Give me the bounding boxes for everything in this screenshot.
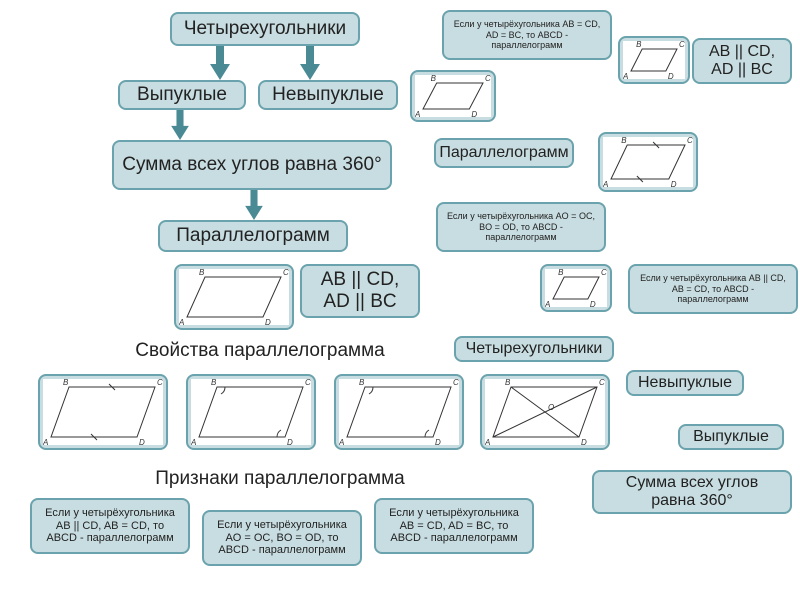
parallelogram-diagram: B C D A bbox=[38, 374, 168, 450]
concept-box: Если у четырёхугольника AO = OC, BO = OD… bbox=[436, 202, 606, 252]
parallelogram-diagram: B C D A bbox=[540, 264, 612, 312]
arrow-down-icon bbox=[300, 46, 320, 80]
svg-text:D: D bbox=[581, 438, 587, 445]
concept-box: Четырехугольники bbox=[170, 12, 360, 46]
parallelogram-diagram: B C D A O bbox=[480, 374, 610, 450]
svg-text:A: A bbox=[43, 438, 48, 445]
svg-text:D: D bbox=[671, 180, 677, 187]
section-heading: Признаки параллелограмма bbox=[150, 468, 410, 490]
arrow-down-icon bbox=[170, 110, 190, 140]
svg-text:B: B bbox=[359, 379, 365, 387]
parallelogram-diagram: B C D A bbox=[186, 374, 316, 450]
section-heading: Свойства параллелограмма bbox=[130, 340, 390, 362]
svg-text:C: C bbox=[599, 379, 605, 387]
concept-box: Если у четырёхугольника AB = CD, AD = BC… bbox=[374, 498, 534, 554]
concept-box: Если у четырёхугольника AB = CD, AD = BC… bbox=[442, 10, 612, 60]
svg-text:D: D bbox=[435, 438, 441, 445]
concept-box: Выпуклые bbox=[118, 80, 246, 110]
svg-text:A: A bbox=[191, 438, 196, 445]
svg-text:D: D bbox=[139, 438, 145, 445]
concept-box: AB || CD, AD || BC bbox=[300, 264, 420, 318]
concept-box: Если у четырёхугольника AB || CD, AB = C… bbox=[30, 498, 190, 554]
svg-text:B: B bbox=[558, 269, 564, 277]
svg-text:A: A bbox=[179, 318, 184, 325]
svg-text:C: C bbox=[687, 137, 693, 145]
concept-box: Невыпуклые bbox=[626, 370, 744, 396]
concept-box: Параллелограмм bbox=[158, 220, 348, 252]
svg-text:C: C bbox=[485, 75, 491, 83]
concept-box: Сумма всех углов равна 360° bbox=[112, 140, 392, 190]
arrow-down-icon bbox=[210, 46, 230, 80]
svg-text:A: A bbox=[623, 72, 628, 79]
svg-text:C: C bbox=[453, 379, 459, 387]
parallelogram-diagram: B C D A bbox=[410, 70, 496, 122]
svg-text:B: B bbox=[199, 269, 205, 277]
svg-text:A: A bbox=[603, 180, 608, 187]
svg-text:D: D bbox=[287, 438, 293, 445]
concept-box: Сумма всех углов равна 360° bbox=[592, 470, 792, 514]
concept-box: AB || CD, AD || BC bbox=[692, 38, 792, 84]
svg-text:B: B bbox=[505, 379, 511, 387]
svg-text:C: C bbox=[283, 269, 289, 277]
svg-text:C: C bbox=[601, 269, 607, 277]
arrow-down-icon bbox=[244, 190, 264, 220]
parallelogram-diagram: B C D A bbox=[618, 36, 690, 84]
concept-box: Четырехугольники bbox=[454, 336, 614, 362]
concept-box: Если у четырёхугольника AB || CD, AB = C… bbox=[628, 264, 798, 314]
concept-box: Параллелограмм bbox=[434, 138, 574, 168]
parallelogram-diagram: B C D A bbox=[174, 264, 294, 330]
parallelogram-diagram: B C D A bbox=[598, 132, 698, 192]
svg-text:C: C bbox=[679, 41, 685, 49]
svg-text:A: A bbox=[415, 110, 420, 117]
svg-text:B: B bbox=[211, 379, 217, 387]
svg-text:D: D bbox=[590, 300, 596, 307]
concept-box: Выпуклые bbox=[678, 424, 784, 450]
svg-text:A: A bbox=[339, 438, 344, 445]
svg-text:O: O bbox=[548, 403, 554, 412]
svg-text:B: B bbox=[63, 379, 69, 387]
svg-text:B: B bbox=[431, 75, 437, 83]
svg-text:A: A bbox=[545, 300, 550, 307]
svg-text:B: B bbox=[621, 137, 627, 145]
svg-text:C: C bbox=[157, 379, 163, 387]
svg-text:C: C bbox=[305, 379, 311, 387]
concept-box: Если у четырёхугольника AO = OC, BO = OD… bbox=[202, 510, 362, 566]
svg-text:B: B bbox=[636, 41, 642, 49]
parallelogram-diagram: B C D A bbox=[334, 374, 464, 450]
svg-text:D: D bbox=[265, 318, 271, 325]
svg-text:A: A bbox=[485, 438, 490, 445]
svg-text:D: D bbox=[471, 110, 477, 117]
concept-box: Невыпуклые bbox=[258, 80, 398, 110]
svg-text:D: D bbox=[668, 72, 674, 79]
